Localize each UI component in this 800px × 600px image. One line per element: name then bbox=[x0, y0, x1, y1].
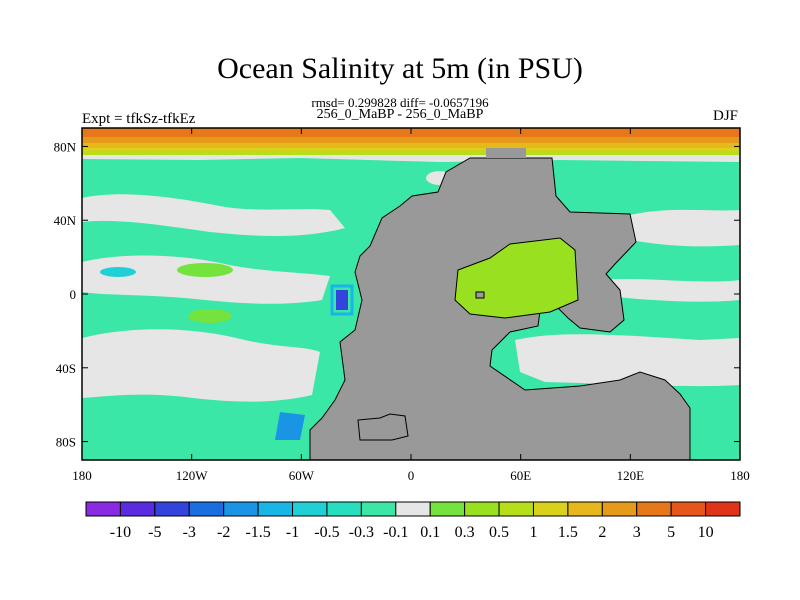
colorbar-swatch bbox=[464, 501, 500, 517]
colorbar-swatch bbox=[429, 501, 466, 517]
pacific-neutral-south bbox=[82, 329, 320, 402]
arctic-band-1 bbox=[82, 151, 740, 155]
y-tick-label: 80S bbox=[56, 435, 76, 450]
colorbar-swatch bbox=[223, 501, 259, 517]
colorbar-swatch bbox=[257, 501, 294, 517]
arctic-band-2 bbox=[82, 143, 740, 149]
land-arctic-island bbox=[486, 148, 526, 158]
land-antarctic-island bbox=[357, 413, 409, 441]
pacific-neutral-north bbox=[82, 194, 345, 236]
colorbar-label: -1 bbox=[286, 524, 299, 541]
east-pacific-neutral bbox=[630, 209, 740, 247]
colorbar-label: -2 bbox=[217, 524, 230, 541]
pacific-positive-south bbox=[188, 309, 232, 323]
colorbar-swatch bbox=[154, 501, 190, 517]
colorbar-swatch bbox=[567, 501, 603, 517]
colorbar-label: 0.5 bbox=[489, 524, 509, 541]
colorbar-label: 1 bbox=[529, 524, 537, 541]
x-tick-label: 0 bbox=[408, 468, 415, 483]
colorbar-label: 10 bbox=[698, 524, 714, 541]
colorbar-swatch bbox=[188, 501, 225, 517]
colorbar-swatch bbox=[532, 501, 569, 517]
colorbar-label: -0.3 bbox=[349, 524, 374, 541]
indian-neutral-south bbox=[515, 334, 740, 387]
colorbar-label: -1.5 bbox=[245, 524, 270, 541]
colorbar-swatch bbox=[85, 501, 121, 517]
colorbar-label: -5 bbox=[148, 524, 161, 541]
colorbar-swatch bbox=[670, 501, 707, 517]
atlantic-negative-ring bbox=[330, 284, 354, 316]
colorbar-label: 2 bbox=[598, 524, 606, 541]
x-axis-ticks: 180 120W 60W 0 60E 120E 180 bbox=[72, 128, 750, 483]
season-label: DJF bbox=[712, 108, 738, 124]
colorbar-swatch bbox=[326, 501, 362, 517]
x-tick-label: 120W bbox=[176, 468, 209, 483]
arctic-band-15 bbox=[82, 148, 740, 152]
atlantic-negative-patch bbox=[336, 290, 348, 310]
arctic-neutral-strip bbox=[82, 155, 740, 162]
y-axis-ticks: 80N 40N 0 40S 80S bbox=[54, 139, 740, 450]
colorbar-label: -0.5 bbox=[314, 524, 339, 541]
pacific-neutral-tropical bbox=[82, 255, 330, 304]
experiment-label: Expt = tfkSz-tfkEz bbox=[82, 111, 196, 127]
x-tick-label: 60W bbox=[289, 468, 315, 483]
colorbar-swatch bbox=[636, 501, 672, 517]
rmsd-diff-stats: rmsd= 0.299828 diff= -0.0657196 bbox=[311, 95, 489, 110]
colorbar-swatch bbox=[119, 501, 156, 517]
colorbar-label: 3 bbox=[633, 524, 641, 541]
chart-title: Ocean Salinity at 5m (in PSU) bbox=[217, 52, 583, 85]
west-pacific-neutral bbox=[600, 278, 740, 302]
x-tick-label: 180 bbox=[730, 468, 750, 483]
x-tick-label: 60E bbox=[510, 468, 531, 483]
colorbar-label: 0.1 bbox=[420, 524, 440, 541]
pacific-positive-patch bbox=[177, 263, 233, 277]
pacific-negative-patch bbox=[100, 267, 136, 277]
colorbar-label: 0.3 bbox=[455, 524, 475, 541]
colorbar-label: 5 bbox=[667, 524, 675, 541]
colorbar-swatch bbox=[601, 501, 638, 517]
colorbar-label: 1.5 bbox=[558, 524, 578, 541]
x-tick-label: 180 bbox=[72, 468, 92, 483]
colorbar-swatch bbox=[395, 501, 431, 517]
colorbar-swatch bbox=[360, 501, 397, 517]
y-tick-label: 40S bbox=[56, 361, 76, 376]
colorbar-swatch bbox=[292, 501, 328, 517]
colorbar-swatch bbox=[705, 501, 741, 517]
colorbar-label: -3 bbox=[183, 524, 196, 541]
southern-negative-patch bbox=[275, 412, 305, 440]
arctic-band-3 bbox=[82, 137, 740, 144]
land-small-island bbox=[475, 291, 485, 299]
y-tick-label: 0 bbox=[70, 287, 77, 302]
colorbar: -10 -5 -3 -2 -1.5 -1 -0.5 -0.3 -0.1 0.1 0.3 0.5 1 1.5… bbox=[85, 501, 741, 541]
experiment-subtitle: 256_0_MaBP - 256_0_MaBP bbox=[316, 107, 484, 122]
colorbar-label: -10 bbox=[110, 524, 131, 541]
colorbar-label: -0.1 bbox=[383, 524, 408, 541]
y-tick-label: 40N bbox=[54, 213, 77, 228]
x-tick-label: 120E bbox=[617, 468, 645, 483]
land-ocean-gap-sea bbox=[454, 237, 579, 319]
y-tick-label: 80N bbox=[54, 139, 77, 154]
colorbar-swatch bbox=[498, 501, 534, 517]
